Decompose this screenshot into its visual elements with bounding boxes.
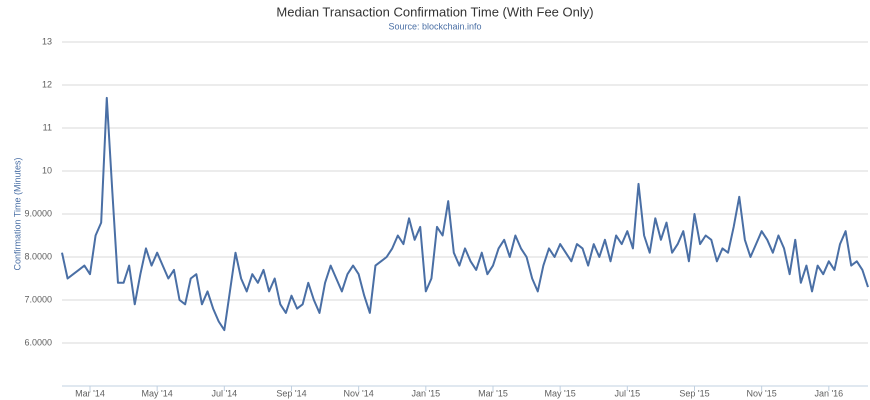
x-tick-label: Jul '15 — [614, 388, 640, 398]
x-tick-label: Sep '15 — [679, 388, 709, 398]
y-tick-label: 9.0000 — [24, 208, 52, 218]
y-tick-label: 7.0000 — [24, 294, 52, 304]
line-series — [61, 96, 869, 332]
x-tick-label: Jan '16 — [814, 388, 843, 398]
y-tick-label: 11 — [43, 122, 52, 132]
x-tick-label: Jul '14 — [211, 388, 237, 398]
x-tick-label: May '14 — [142, 388, 173, 398]
y-tick-label: 13 — [42, 36, 52, 46]
x-tick-label: Nov '15 — [747, 388, 777, 398]
y-tick-label: 10 — [42, 165, 52, 175]
y-tick-label: 8.0000 — [24, 251, 52, 261]
y-axis-label: Confirmation Time (Minutes) — [12, 157, 22, 270]
x-tick-label: Mar '14 — [75, 388, 105, 398]
x-tick-label: Sep '14 — [276, 388, 306, 398]
y-tick-label: 6.0000 — [24, 337, 52, 347]
x-tick-label: May '15 — [545, 388, 576, 398]
x-tick-label: Nov '14 — [344, 388, 374, 398]
x-tick-label: Mar '15 — [478, 388, 508, 398]
y-tick-label: 12 — [42, 79, 52, 89]
chart-title: Median Transaction Confirmation Time (Wi… — [276, 4, 593, 19]
x-tick-label: Jan '15 — [411, 388, 440, 398]
chart-subtitle: Source: blockchain.info — [388, 21, 481, 31]
